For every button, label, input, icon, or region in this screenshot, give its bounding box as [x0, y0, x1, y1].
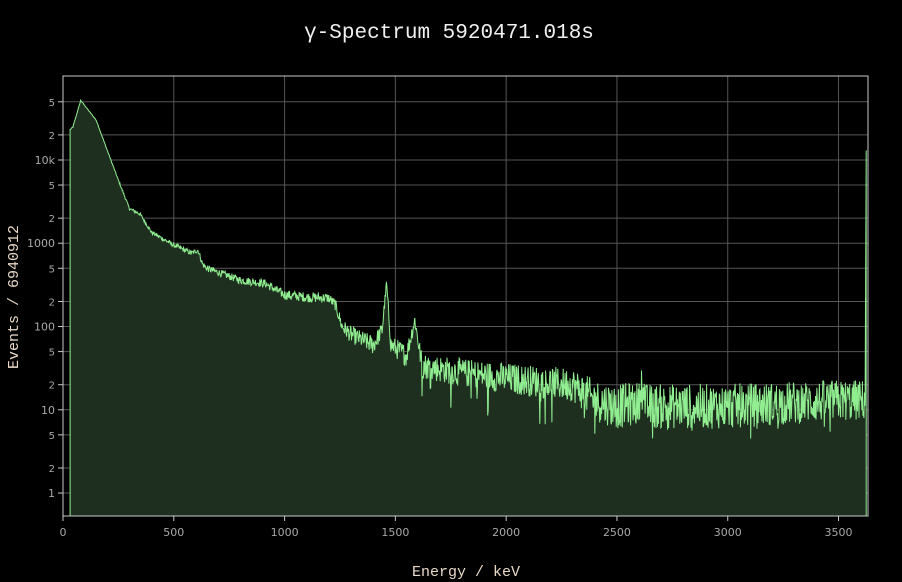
y-tick-label: 10k — [35, 154, 56, 167]
y-tick-label: 10 — [41, 404, 55, 417]
x-tick-label: 2500 — [603, 526, 631, 539]
y-minor-tick-label: 2 — [49, 214, 55, 225]
y-minor-tick-label: 2 — [49, 381, 55, 392]
x-tick-label: 3000 — [714, 526, 742, 539]
y-tick-label: 100 — [34, 321, 55, 334]
x-tick-label: 0 — [60, 526, 67, 539]
y-minor-tick-label: 2 — [49, 131, 55, 142]
y-minor-tick-label: 5 — [49, 264, 55, 275]
spectrum-line — [69, 98, 867, 516]
y-tick-label: 1 — [48, 487, 55, 500]
y-minor-tick-label: 5 — [49, 431, 55, 442]
x-tick-label: 3500 — [825, 526, 853, 539]
y-minor-tick-label: 5 — [49, 98, 55, 109]
chart-title: γ-Spectrum 5920471.018s — [304, 22, 594, 45]
plot-frame — [62, 75, 869, 517]
y-axis-label: Events / 6940912 — [6, 225, 23, 369]
x-axis-label: Energy / keV — [412, 564, 520, 581]
y-tick-label: 1000 — [27, 237, 55, 250]
x-tick-label: 2000 — [492, 526, 520, 539]
y-minor-tick-label: 5 — [49, 348, 55, 359]
x-tick-label: 500 — [163, 526, 184, 539]
spectrum-fill — [70, 100, 867, 516]
y-axis: 10k 2 5 1000 2 5 100 2 5 10 2 5 1 2 5 — [27, 98, 63, 500]
y-minor-tick-label: 2 — [49, 297, 55, 308]
y-minor-tick-label: 2 — [49, 464, 55, 475]
y-minor-tick-label: 5 — [49, 181, 55, 192]
x-tick-label: 1500 — [381, 526, 409, 539]
x-axis: 0 500 1000 1500 2000 2500 3000 3500 — [60, 516, 853, 539]
x-tick-label: 1000 — [271, 526, 299, 539]
